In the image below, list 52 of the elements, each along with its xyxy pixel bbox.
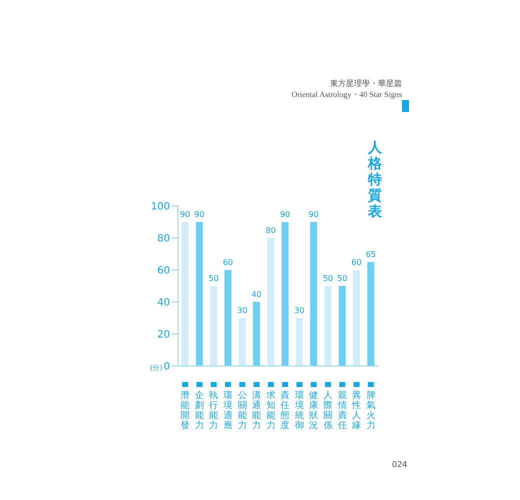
- y-tick-label: 0: [164, 362, 170, 373]
- x-tick-label: 企劃能力: [194, 390, 204, 431]
- x-tick-label: 責任態度: [280, 390, 290, 431]
- bar: [238, 318, 246, 366]
- y-tick-label: 20: [157, 330, 170, 341]
- data-label: 90: [280, 210, 290, 219]
- bar: [282, 222, 289, 366]
- data-label: 50: [337, 274, 348, 283]
- data-label: 65: [366, 250, 376, 259]
- x-tick-label: 親情責任: [336, 390, 347, 431]
- x-tick-label: 環境適應: [222, 390, 232, 431]
- x-tick-label: 公關能力: [238, 390, 247, 431]
- x-tick-label: 健康狀況: [309, 390, 318, 431]
- x-tick-label: 執行能力: [209, 390, 218, 431]
- data-label: 90: [194, 210, 204, 219]
- text: 024: [392, 460, 408, 469]
- x-tick-label: 溝通能力: [252, 390, 262, 431]
- x-tick-label: 人際關係: [324, 390, 332, 431]
- data-label: 50: [208, 274, 219, 283]
- x-tick-label: 潛能開發: [180, 390, 190, 431]
- bar: [324, 286, 332, 366]
- text: Oriental Astrology・40 Star Signs: [292, 89, 402, 100]
- data-label: 90: [308, 210, 319, 219]
- data-label: 80: [266, 226, 276, 235]
- data-label: 60: [222, 258, 234, 267]
- data-label: 60: [351, 258, 362, 267]
- bar: [338, 286, 346, 366]
- y-tick-label: 60: [157, 266, 170, 277]
- bar: [210, 286, 218, 366]
- chart-title: 人格特質表: [366, 140, 383, 220]
- y-tick-label: 40: [157, 298, 170, 309]
- bar: [267, 238, 274, 366]
- bar: [353, 270, 360, 366]
- y-tick-label: 100: [150, 202, 170, 213]
- x-tick-label: 環境統御: [294, 390, 304, 431]
- bar: [196, 222, 203, 366]
- data-label: 30: [237, 306, 248, 315]
- data-label: 40: [251, 290, 262, 299]
- data-label: 90: [180, 210, 190, 219]
- data-label: 30: [294, 306, 304, 315]
- bar: [367, 262, 374, 366]
- data-label: 50: [322, 274, 334, 283]
- bar: [310, 222, 318, 366]
- bar: [253, 302, 260, 366]
- x-tick-label: 異性人緣: [351, 390, 362, 431]
- x-tick-label: 脾氣火力: [366, 390, 376, 431]
- bar: [224, 270, 232, 366]
- y-tick-label: 80: [157, 234, 170, 245]
- text: 東方星理學・華星篇: [329, 78, 402, 89]
- bar: [296, 318, 303, 366]
- bar: [182, 222, 189, 366]
- x-tick-label: 求知能力: [266, 390, 276, 431]
